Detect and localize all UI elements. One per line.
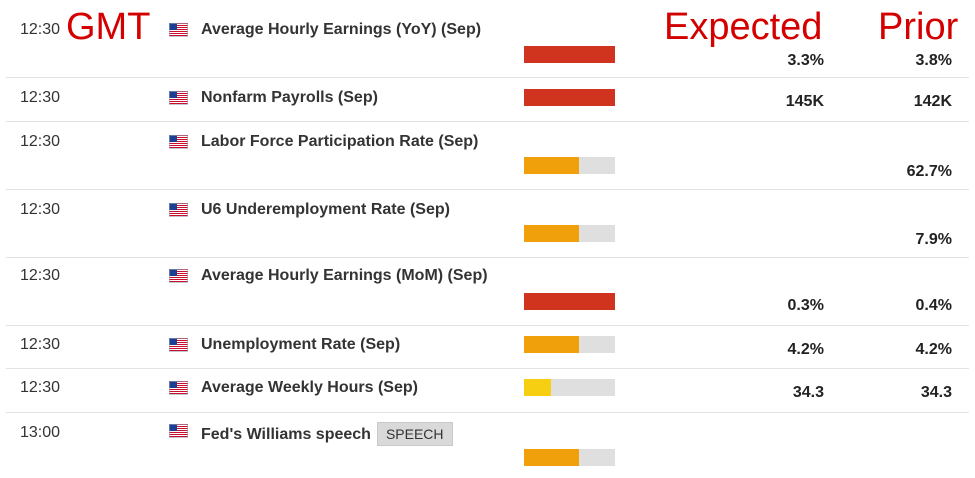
us-flag-icon: [169, 91, 188, 105]
event-name[interactable]: Average Hourly Earnings (MoM) (Sep): [201, 267, 488, 285]
us-flag-icon: [169, 135, 188, 149]
prior-value: 34.3: [920, 384, 952, 401]
gmt-header: GMT: [66, 6, 151, 48]
event-name[interactable]: Fed's Williams speech SPEECH: [201, 422, 453, 446]
impact-meter: [524, 225, 615, 242]
prior-value: 62.7%: [906, 163, 952, 180]
prior-value: 0.4%: [915, 297, 952, 314]
event-row[interactable]: 12:30 Nonfarm Payrolls (Sep) 145K 142K: [6, 77, 969, 122]
event-row[interactable]: 13:00 Fed's Williams speech SPEECH: [6, 412, 969, 472]
event-row[interactable]: 12:30 U6 Underemployment Rate (Sep) 7.9%: [6, 189, 969, 258]
impact-fill: [524, 46, 615, 63]
expected-value: 34.3: [792, 384, 824, 401]
impact-fill: [524, 157, 579, 174]
us-flag-icon: [169, 424, 188, 438]
expected-header: Expected: [664, 6, 823, 48]
event-name[interactable]: Labor Force Participation Rate (Sep): [201, 133, 478, 151]
us-flag-icon: [169, 203, 188, 217]
prior-header: Prior: [878, 6, 959, 48]
prior-value: 7.9%: [915, 231, 952, 248]
event-time: 12:30: [20, 21, 61, 38]
event-row[interactable]: 12:30 Average Hourly Earnings (MoM) (Sep)…: [6, 257, 969, 326]
event-name-text: Fed's Williams speech: [201, 426, 371, 443]
impact-fill: [524, 293, 615, 310]
event-name-text: Average Weekly Hours (Sep): [201, 379, 418, 396]
expected-value: 4.2%: [787, 341, 824, 358]
speech-badge: SPEECH: [376, 422, 453, 446]
impact-meter: [524, 89, 615, 106]
impact-fill: [524, 449, 579, 466]
event-name[interactable]: Average Hourly Earnings (YoY) (Sep): [201, 21, 481, 39]
event-name[interactable]: Unemployment Rate (Sep): [201, 336, 400, 354]
us-flag-icon: [169, 338, 188, 352]
prior-value: 4.2%: [915, 341, 952, 358]
impact-fill: [524, 379, 552, 396]
impact-fill: [524, 225, 579, 242]
event-time: 12:30: [20, 336, 61, 353]
event-time: 12:30: [20, 133, 61, 150]
event-name[interactable]: U6 Underemployment Rate (Sep): [201, 201, 450, 219]
event-time: 13:00: [20, 424, 61, 441]
impact-fill: [524, 89, 615, 106]
event-name-text: Nonfarm Payrolls (Sep): [201, 89, 378, 106]
event-name-text: Average Hourly Earnings (MoM) (Sep): [201, 267, 488, 284]
us-flag-icon: [169, 269, 188, 283]
event-row[interactable]: 12:30 Average Hourly Earnings (YoY) (Sep)…: [6, 0, 969, 78]
expected-value: 3.3%: [787, 52, 824, 69]
impact-meter: [524, 336, 615, 353]
impact-meter: [524, 379, 615, 396]
event-name-text: Labor Force Participation Rate (Sep): [201, 133, 479, 150]
us-flag-icon: [169, 23, 188, 37]
event-name-text: Average Hourly Earnings (YoY) (Sep): [201, 21, 482, 38]
event-name[interactable]: Nonfarm Payrolls (Sep): [201, 89, 378, 107]
impact-meter: [524, 46, 615, 63]
prior-value: 3.8%: [915, 52, 952, 69]
event-time: 12:30: [20, 379, 61, 396]
impact-meter: [524, 293, 615, 310]
event-time: 12:30: [20, 201, 61, 218]
event-row[interactable]: 12:30 Labor Force Participation Rate (Sep…: [6, 121, 969, 190]
impact-meter: [524, 449, 615, 466]
impact-meter: [524, 157, 615, 174]
event-name-text: U6 Underemployment Rate (Sep): [201, 201, 450, 218]
event-time: 12:30: [20, 267, 61, 284]
event-row[interactable]: 12:30 Unemployment Rate (Sep) 4.2% 4.2%: [6, 325, 969, 369]
impact-fill: [524, 336, 579, 353]
event-name-text: Unemployment Rate (Sep): [201, 336, 401, 353]
event-name[interactable]: Average Weekly Hours (Sep): [201, 379, 418, 397]
event-time: 12:30: [20, 89, 61, 106]
us-flag-icon: [169, 381, 188, 395]
expected-value: 145K: [785, 93, 824, 110]
expected-value: 0.3%: [787, 297, 824, 314]
event-row[interactable]: 12:30 Average Weekly Hours (Sep) 34.3 34.3: [6, 368, 969, 413]
prior-value: 142K: [913, 93, 952, 110]
